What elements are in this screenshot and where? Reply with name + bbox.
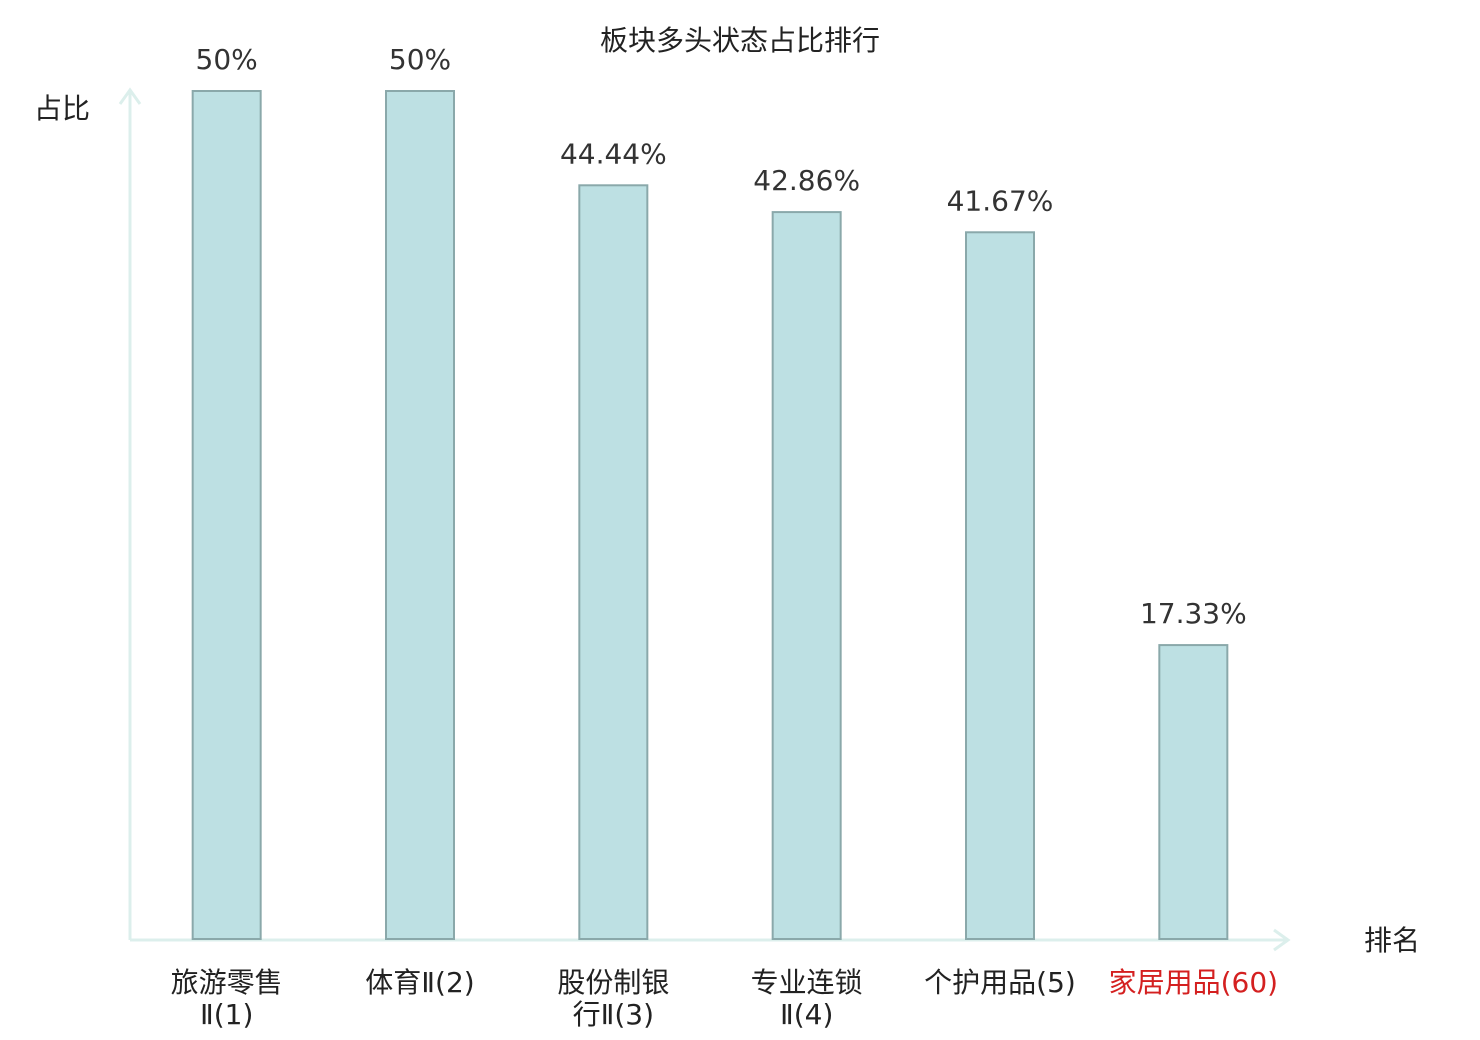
axes	[118, 87, 1291, 952]
value-label: 44.44%	[560, 137, 667, 170]
y-axis-label: 占比	[34, 92, 90, 125]
bar	[771, 211, 842, 940]
value-label: 50%	[389, 43, 451, 76]
x-tick-label: 体育Ⅱ(2)	[365, 966, 474, 999]
x-tick-label: 股份制银行Ⅱ(3)	[557, 966, 669, 1031]
value-label: 42.86%	[753, 164, 860, 197]
chart-title: 板块多头状态占比排行	[600, 24, 880, 57]
x-tick-label: 专业连锁 Ⅱ(4)	[751, 966, 863, 1031]
value-label: 50%	[196, 43, 258, 76]
bar	[385, 90, 455, 940]
x-tick-label: 个护用品(5)	[924, 966, 1076, 999]
value-label: 17.33%	[1140, 597, 1247, 630]
x-tick-label: 家居用品(60)	[1109, 966, 1278, 999]
value-label: 41.67%	[947, 184, 1054, 217]
bar	[578, 184, 649, 940]
bar	[1158, 644, 1229, 940]
bar	[965, 231, 1035, 940]
x-axis-label: 排名	[1364, 924, 1420, 957]
y-arrow	[118, 87, 142, 105]
x-tick-label: 旅游零售 Ⅱ(1)	[171, 966, 283, 1031]
bar	[191, 90, 262, 940]
x-arrow	[1273, 928, 1291, 952]
